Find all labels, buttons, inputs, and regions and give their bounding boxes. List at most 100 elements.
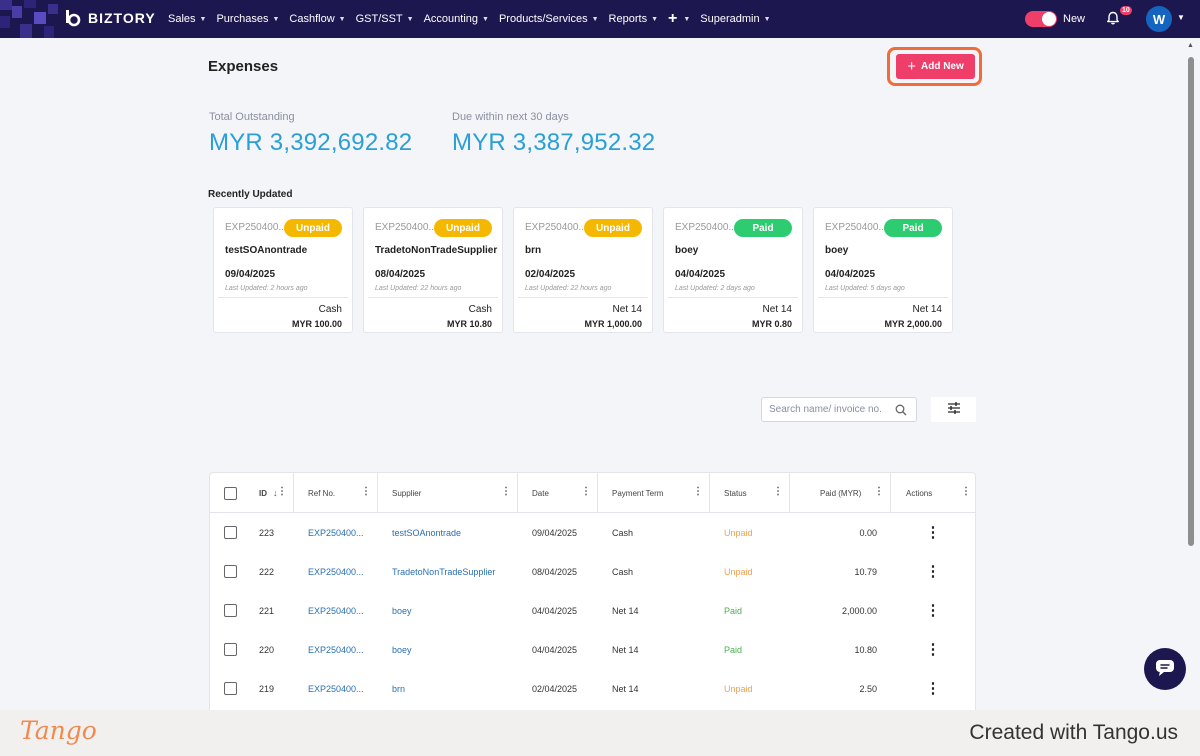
cell-supplier-link[interactable]: testSOAnontrade <box>392 527 462 538</box>
nav-superadmin[interactable]: Superadmin ▼ <box>700 13 770 25</box>
row-actions-cell: ⋮ <box>891 630 975 669</box>
card-date: 04/04/2025 <box>825 269 876 280</box>
caret-down-icon: ▼ <box>272 15 280 23</box>
cell-ref-link[interactable]: EXP250400... <box>308 605 364 616</box>
table-header: ID ↓ ⋮ Ref No. ⋮ Supplier ⋮ Date ⋮ Payme… <box>210 473 975 513</box>
nav-label: Reports <box>608 13 648 25</box>
kebab-icon[interactable]: ⋮ <box>925 602 941 619</box>
kebab-icon[interactable]: ⋮ <box>925 680 941 697</box>
expense-card[interactable]: EXP250400... Unpaid testSOAnontrade 09/0… <box>213 207 353 333</box>
card-amount: MYR 2,000.00 <box>884 319 942 329</box>
card-last-updated: Last Updated: 5 days ago <box>825 285 905 292</box>
cell-ref-link[interactable]: EXP250400... <box>308 527 364 538</box>
caret-down-icon: ▼ <box>763 15 771 23</box>
sort-arrow-icon[interactable]: ↓ <box>273 488 278 498</box>
column-menu-icon[interactable]: ⋮ <box>874 486 884 497</box>
expense-card[interactable]: EXP250400... Paid boey 04/04/2025 Last U… <box>813 207 953 333</box>
cell-supplier-link[interactable]: boey <box>392 644 412 655</box>
expense-card[interactable]: EXP250400... Unpaid TradetoNonTradeSuppl… <box>363 207 503 333</box>
brand-decoration <box>0 0 70 38</box>
caret-down-icon: ▼ <box>591 15 599 23</box>
cell-status: Unpaid <box>724 566 753 577</box>
kebab-icon[interactable]: ⋮ <box>925 524 941 541</box>
table-row[interactable]: 220 EXP250400... boey 04/04/2025 Net 14 … <box>210 630 975 669</box>
column-menu-icon[interactable]: ⋮ <box>961 486 971 497</box>
column-label: Ref No. <box>308 488 336 498</box>
nav-reports[interactable]: Reports ▼ <box>609 13 658 25</box>
table-row[interactable]: 223 EXP250400... testSOAnontrade 09/04/2… <box>210 513 975 552</box>
search-box[interactable] <box>761 397 917 422</box>
row-actions-cell: ⋮ <box>891 591 975 630</box>
nav-cashflow[interactable]: Cashflow ▼ <box>289 13 345 25</box>
cell-supplier-link[interactable]: brn <box>392 683 406 694</box>
column-menu-icon[interactable]: ⋮ <box>581 486 591 497</box>
nav-accounting[interactable]: Accounting ▼ <box>424 13 489 25</box>
cell-date: 04/04/2025 <box>532 644 578 655</box>
new-ui-toggle[interactable]: New <box>1025 11 1085 27</box>
kebab-icon[interactable]: ⋮ <box>925 641 941 658</box>
search-icon[interactable] <box>895 404 907 416</box>
row-checkbox[interactable] <box>223 643 237 656</box>
row-actions-cell: ⋮ <box>891 669 975 708</box>
add-new-button[interactable]: + Add New <box>896 54 975 79</box>
cell-ref-link[interactable]: EXP250400... <box>308 683 364 694</box>
kebab-icon[interactable]: ⋮ <box>925 563 941 580</box>
cell-id: 219 <box>259 683 275 694</box>
nav-sales[interactable]: Sales ▼ <box>168 13 206 25</box>
nav-quick-add[interactable]: + ▼ <box>668 11 690 27</box>
table-row[interactable]: 222 EXP250400... TradetoNonTradeSupplier… <box>210 552 975 591</box>
toggle-switch[interactable] <box>1025 11 1057 27</box>
column-header-payment-term[interactable]: Payment Term ⋮ <box>598 473 710 513</box>
cell-supplier-link[interactable]: TradetoNonTradeSupplier <box>392 566 496 577</box>
row-select-cell <box>210 669 250 708</box>
cell-ref-link[interactable]: EXP250400... <box>308 644 364 655</box>
brand[interactable]: BIZTORY <box>64 9 156 27</box>
cell-status: Unpaid <box>724 527 753 538</box>
nav-products-services[interactable]: Products/Services ▼ <box>499 13 599 25</box>
row-checkbox[interactable] <box>223 682 237 695</box>
column-menu-icon[interactable]: ⋮ <box>277 486 287 497</box>
column-header-paid[interactable]: Paid (MYR) ⋮ <box>790 473 891 513</box>
column-menu-icon[interactable]: ⋮ <box>693 486 703 497</box>
chevron-down-icon[interactable]: ▼ <box>1177 13 1185 22</box>
row-checkbox[interactable] <box>223 565 237 578</box>
select-all-checkbox[interactable] <box>223 486 237 500</box>
bell-icon[interactable] <box>1106 11 1120 25</box>
chat-icon <box>1155 659 1175 680</box>
search-input[interactable] <box>769 404 889 415</box>
table-row[interactable]: 221 EXP250400... boey 04/04/2025 Net 14 … <box>210 591 975 630</box>
cell-id: 221 <box>259 605 275 616</box>
tango-credit: Created with Tango.us <box>969 721 1178 744</box>
column-menu-icon[interactable]: ⋮ <box>501 486 511 497</box>
row-select-cell <box>210 591 250 630</box>
add-new-highlight <box>887 47 982 86</box>
column-header-ref[interactable]: Ref No. ⋮ <box>294 473 378 513</box>
cell-supplier-link[interactable]: boey <box>392 605 412 616</box>
filter-button[interactable] <box>931 397 976 422</box>
column-header-actions[interactable]: Actions ⋮ <box>891 473 975 513</box>
card-payment-term: Cash <box>468 304 492 315</box>
column-header-status[interactable]: Status ⋮ <box>710 473 790 513</box>
column-header-id[interactable]: ID ↓ ⋮ <box>250 473 294 513</box>
vertical-scrollbar[interactable] <box>1188 57 1194 546</box>
chat-widget-button[interactable] <box>1144 648 1186 690</box>
column-label: Payment Term <box>612 488 664 498</box>
scroll-up-arrow[interactable]: ▲ <box>1187 42 1194 49</box>
row-checkbox[interactable] <box>223 604 237 617</box>
avatar[interactable]: W <box>1146 6 1172 32</box>
status-badge: Paid <box>884 219 942 237</box>
card-payment-term: Net 14 <box>912 304 942 315</box>
row-checkbox[interactable] <box>223 526 237 539</box>
column-menu-icon[interactable]: ⋮ <box>773 486 783 497</box>
column-menu-icon[interactable]: ⋮ <box>361 486 371 497</box>
nav-purchases[interactable]: Purchases ▼ <box>216 13 279 25</box>
cell-paid: 2.50 <box>859 683 877 694</box>
card-date: 04/04/2025 <box>675 269 726 280</box>
column-header-date[interactable]: Date ⋮ <box>518 473 598 513</box>
cell-ref-link[interactable]: EXP250400... <box>308 566 364 577</box>
column-header-supplier[interactable]: Supplier ⋮ <box>378 473 518 513</box>
nav-gst-sst[interactable]: GST/SST ▼ <box>356 13 414 25</box>
expense-card[interactable]: EXP250400... Unpaid brn 02/04/2025 Last … <box>513 207 653 333</box>
expense-card[interactable]: EXP250400... Paid boey 04/04/2025 Last U… <box>663 207 803 333</box>
table-row[interactable]: 219 EXP250400... brn 02/04/2025 Net 14 U… <box>210 669 975 708</box>
